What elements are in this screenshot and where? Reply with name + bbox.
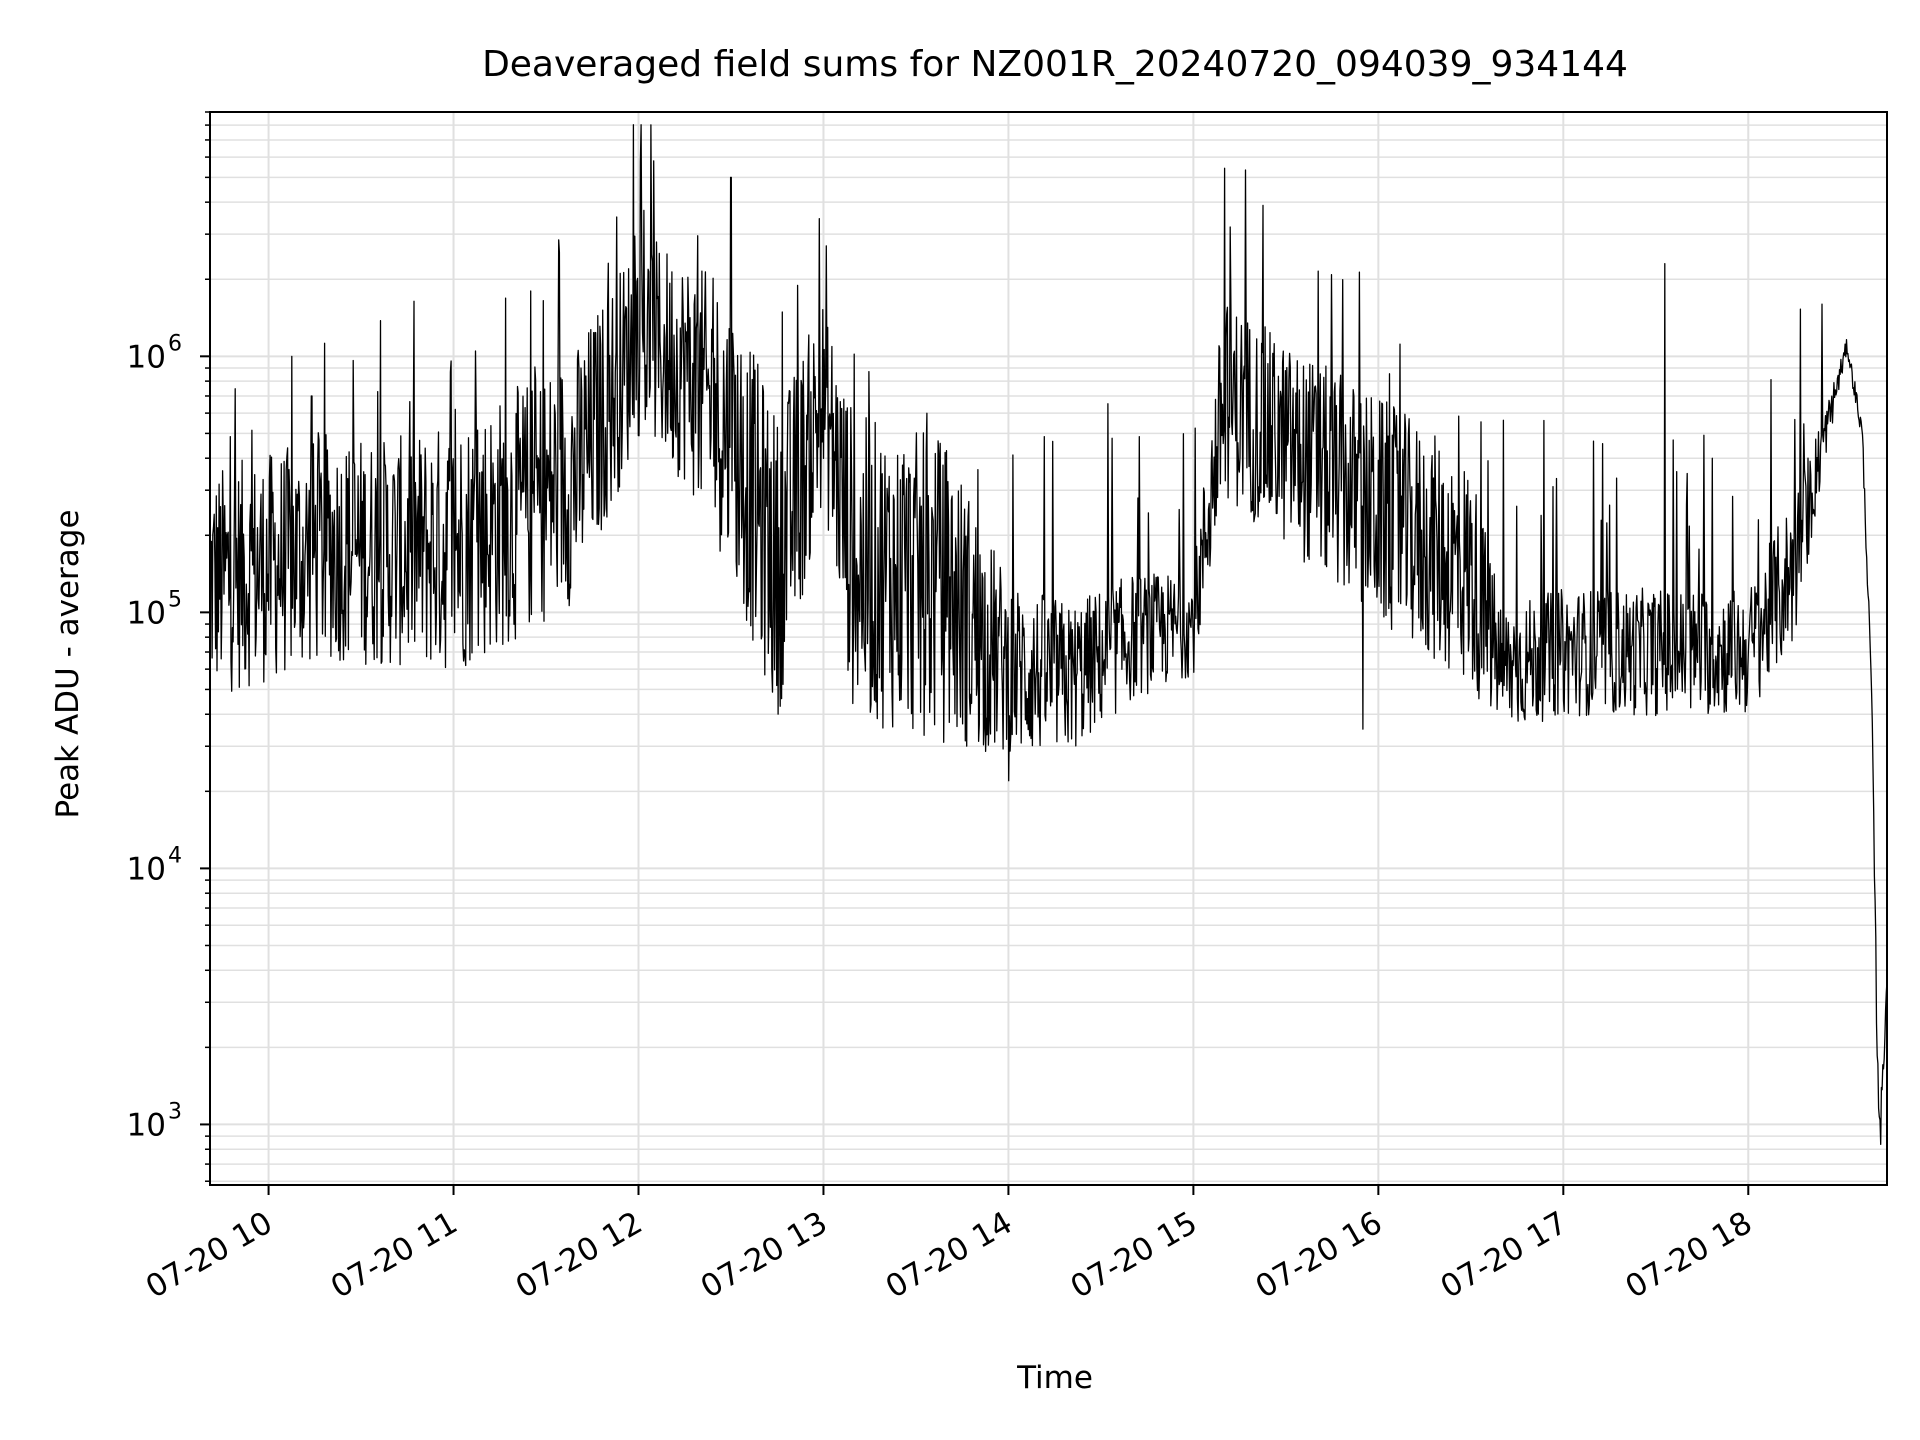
x-tick-label: 07-20 16 xyxy=(1250,1205,1389,1306)
series-line xyxy=(209,124,1888,1146)
y-tick-label-exponent: 6 xyxy=(168,331,182,356)
y-tick-label-exponent: 5 xyxy=(168,587,182,612)
y-tick-label: 10 xyxy=(127,339,166,375)
x-tick-label: 07-20 14 xyxy=(880,1205,1019,1306)
x-tick-label: 07-20 15 xyxy=(1065,1205,1204,1306)
x-tick-label: 07-20 13 xyxy=(695,1205,834,1306)
y-tick-label-exponent: 3 xyxy=(168,1099,182,1124)
x-tick-label: 07-20 10 xyxy=(140,1205,279,1306)
grid xyxy=(210,111,1887,1185)
y-tick-label: 10 xyxy=(127,1107,166,1143)
chart-title: Deaveraged field sums for NZ001R_2024072… xyxy=(482,44,1628,85)
y-tick-label: 10 xyxy=(127,595,166,631)
x-tick-label: 07-20 11 xyxy=(325,1205,464,1306)
x-tick-label: 07-20 17 xyxy=(1435,1205,1574,1306)
x-tick-label: 07-20 12 xyxy=(510,1205,649,1306)
y-tick-label: 10 xyxy=(127,851,166,887)
plot-frame xyxy=(209,111,1888,1186)
x-tick-label: 07-20 18 xyxy=(1620,1205,1759,1306)
x-axis-label: Time xyxy=(1017,1360,1093,1396)
y-tick-label-exponent: 4 xyxy=(168,843,182,868)
